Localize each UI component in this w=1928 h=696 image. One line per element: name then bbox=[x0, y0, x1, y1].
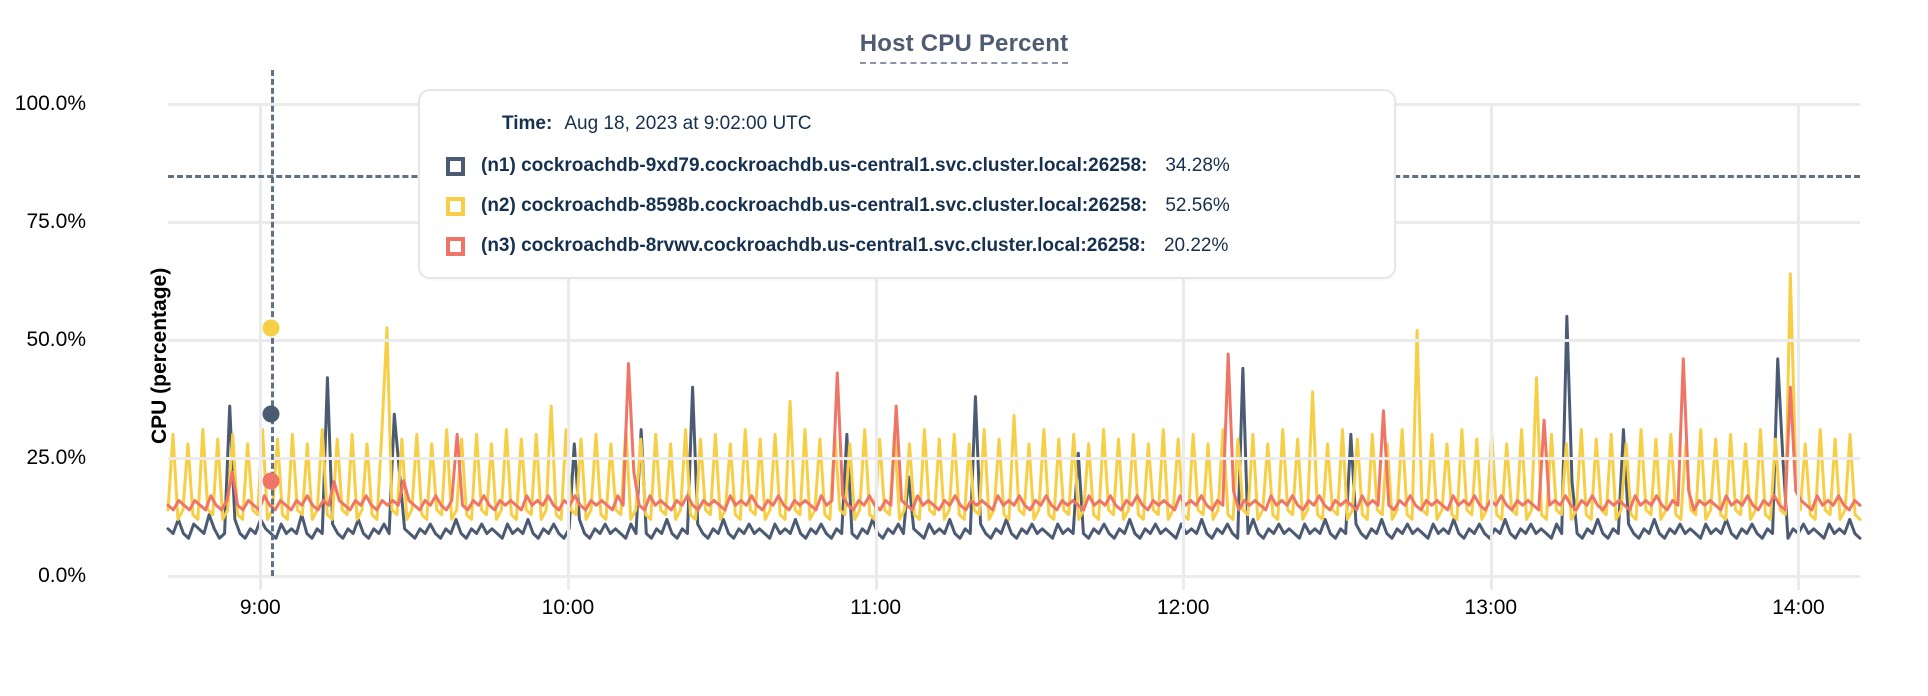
tooltip-series-value: 52.56% bbox=[1165, 195, 1230, 216]
tooltip-time-value: Aug 18, 2023 at 9:02:00 UTC bbox=[564, 113, 812, 134]
gridline-vertical bbox=[259, 104, 263, 576]
y-axis-tick-label: 0.0% bbox=[38, 564, 86, 587]
tooltip-series-name: (n2) cockroachdb-8598b.cockroachdb.us-ce… bbox=[481, 195, 1148, 216]
x-axis-tick-label: 10:00 bbox=[541, 596, 595, 619]
x-axis-tick-mark bbox=[1182, 576, 1186, 590]
x-axis-tick-label: 9:00 bbox=[239, 596, 281, 619]
x-axis-tick-mark bbox=[1489, 576, 1493, 590]
y-axis-tick-label: 25.0% bbox=[26, 446, 86, 469]
x-axis-tick-mark bbox=[566, 576, 570, 590]
series-swatch-n3 bbox=[446, 236, 465, 256]
gridline-vertical bbox=[1182, 104, 1186, 576]
page-title: Host CPU Percent bbox=[0, 30, 1928, 64]
x-axis-tick-label: 12:00 bbox=[1156, 596, 1210, 619]
gridline-horizontal bbox=[168, 575, 1860, 578]
x-axis-tick-label: 13:00 bbox=[1464, 596, 1518, 619]
series-line-n2 bbox=[166, 272, 1862, 521]
chart-tooltip: Time: Aug 18, 2023 at 9:02:00 UTC (n1) c… bbox=[418, 89, 1396, 279]
tooltip-series-value: 20.22% bbox=[1163, 235, 1229, 256]
tooltip-time-label: Time: bbox=[502, 113, 553, 134]
chart-title-text: Host CPU Percent bbox=[859, 30, 1069, 64]
tooltip-series-name: (n1) cockroachdb-9xd79.cockroachdb.us-ce… bbox=[481, 155, 1148, 176]
gridline-horizontal bbox=[168, 339, 1860, 342]
gridline-vertical bbox=[1489, 104, 1493, 576]
series-line-n1 bbox=[166, 314, 1862, 540]
y-axis-tick-label: 50.0% bbox=[26, 328, 86, 351]
y-axis-tick-label: 100.0% bbox=[14, 92, 86, 115]
x-axis-tick-label: 14:00 bbox=[1772, 596, 1825, 619]
gridline-vertical bbox=[566, 104, 570, 576]
tooltip-series-value: 34.28% bbox=[1165, 155, 1230, 176]
tooltip-series-name: (n3) cockroachdb-8rvwv.cockroachdb.us-ce… bbox=[481, 235, 1146, 256]
tooltip-series-row: (n1) cockroachdb-9xd79.cockroachdb.us-ce… bbox=[446, 155, 1368, 177]
marker-dot-n1 bbox=[262, 405, 280, 423]
y-axis-title: CPU (percentage) bbox=[148, 267, 171, 444]
gridline-horizontal bbox=[168, 457, 1860, 460]
x-axis-tick-mark bbox=[259, 576, 263, 590]
x-axis-tick-mark bbox=[1797, 576, 1801, 590]
y-axis-tick-label: 75.0% bbox=[26, 210, 86, 233]
x-axis-tick-label: 11:00 bbox=[850, 596, 902, 619]
tooltip-series-row: (n3) cockroachdb-8rvwv.cockroachdb.us-ce… bbox=[446, 235, 1368, 257]
series-swatch-n1 bbox=[446, 156, 465, 176]
tooltip-series-rows: (n1) cockroachdb-9xd79.cockroachdb.us-ce… bbox=[446, 155, 1368, 257]
marker-dot-n2 bbox=[262, 319, 280, 337]
series-lines bbox=[166, 272, 1862, 540]
series-line-n3 bbox=[166, 352, 1862, 512]
tooltip-series-row: (n2) cockroachdb-8598b.cockroachdb.us-ce… bbox=[446, 195, 1368, 217]
gridline-vertical bbox=[874, 104, 878, 576]
series-swatch-n2 bbox=[446, 196, 465, 216]
x-axis-tick-mark bbox=[874, 576, 878, 590]
marker-dot-n3 bbox=[262, 472, 280, 490]
tooltip-time-row: Time: Aug 18, 2023 at 9:02:00 UTC bbox=[502, 113, 1368, 135]
gridline-vertical bbox=[1797, 104, 1801, 576]
